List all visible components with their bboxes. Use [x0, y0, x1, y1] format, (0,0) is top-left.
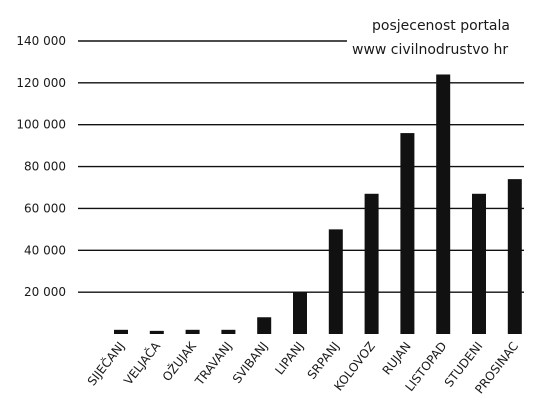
bars: [114, 74, 522, 334]
bar-ožujak: [185, 329, 200, 334]
y-tick-label: 80 000: [24, 160, 66, 174]
bar-siječanj: [114, 329, 128, 334]
bar-kolovoz: [364, 193, 379, 334]
x-tick-label: TRAVANJ: [192, 339, 235, 388]
bar-rujan: [400, 133, 415, 334]
y-axis-ticks: 20 000 40 000 60 000 80 000 100 000 120 000 14…: [16, 34, 66, 299]
y-tick-label: 20 000: [24, 285, 66, 299]
bar-travanj: [221, 329, 236, 334]
bar-lipanj: [293, 292, 307, 334]
y-tick-label: 140 000: [16, 34, 66, 48]
bar-srpanj: [328, 229, 343, 334]
x-tick-label: SIJEČANJ: [84, 339, 127, 389]
y-tick-label: 40 000: [24, 243, 66, 257]
y-tick-label: 100 000: [16, 118, 66, 132]
bar-listopad: [436, 74, 451, 334]
x-tick-label: RUJAN: [380, 339, 414, 377]
y-tick-label: 120 000: [16, 76, 66, 90]
x-tick-label: SRPANJ: [305, 339, 343, 382]
x-tick-label: LIPANJ: [272, 339, 306, 377]
chart-title: posjecenost portala: [372, 18, 510, 34]
x-tick-label: VELJAČA: [120, 338, 163, 388]
bar-studeni: [472, 193, 486, 334]
chart-subtitle: www civilnodrustvo hr: [352, 42, 508, 58]
x-tick-label: SVIBANJ: [230, 339, 271, 386]
bar-prosinac: [507, 179, 522, 334]
gridlines: [78, 40, 524, 293]
bar-veljača: [149, 330, 164, 334]
bar-svibanj: [257, 317, 272, 334]
y-tick-label: 60 000: [24, 201, 66, 215]
